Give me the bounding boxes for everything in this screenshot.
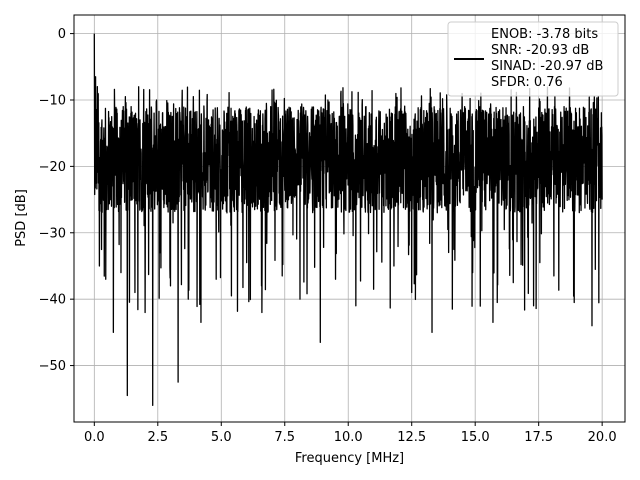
y-tick-label: −10 bbox=[39, 93, 66, 108]
x-tick-label: 12.5 bbox=[397, 430, 426, 445]
plot-frame bbox=[73, 14, 626, 423]
legend-line-snr: SNR: -20.93 dB bbox=[491, 43, 589, 58]
legend-box bbox=[447, 21, 619, 97]
y-tick-label: −20 bbox=[39, 160, 66, 175]
psd-series-line bbox=[93, 33, 603, 407]
x-tick-label: 17.5 bbox=[524, 430, 553, 445]
x-tick-label: 5.0 bbox=[211, 430, 232, 445]
legend-line-sfdr: SFDR: 0.76 bbox=[491, 75, 563, 90]
series-layer bbox=[93, 33, 603, 407]
x-tick-label: 10.0 bbox=[334, 430, 363, 445]
x-axis-label: Frequency [MHz] bbox=[295, 451, 404, 466]
legend: ENOB: -3.78 bits SNR: -20.93 dB SINAD: -… bbox=[447, 21, 619, 97]
x-tick-label: 20.0 bbox=[588, 430, 617, 445]
y-axis-label: PSD [dB] bbox=[14, 189, 29, 247]
x-tick-label: 15.0 bbox=[461, 430, 490, 445]
y-tick-label: −30 bbox=[39, 226, 66, 241]
x-ticks: 0.0 2.5 5.0 7.5 10.0 12.5 15.0 17.5 20.0 bbox=[84, 422, 617, 445]
y-tick-label: 0 bbox=[58, 27, 66, 42]
y-ticks: 0 −10 −20 −30 −40 −50 bbox=[39, 27, 74, 374]
x-tick-label: 2.5 bbox=[147, 430, 168, 445]
x-tick-label: 7.5 bbox=[274, 430, 295, 445]
x-tick-label: 0.0 bbox=[84, 430, 105, 445]
legend-line-enob: ENOB: -3.78 bits bbox=[491, 27, 598, 42]
legend-line-sinad: SINAD: -20.97 dB bbox=[491, 59, 603, 74]
y-tick-label: −40 bbox=[39, 293, 66, 308]
y-tick-label: −50 bbox=[39, 359, 66, 374]
